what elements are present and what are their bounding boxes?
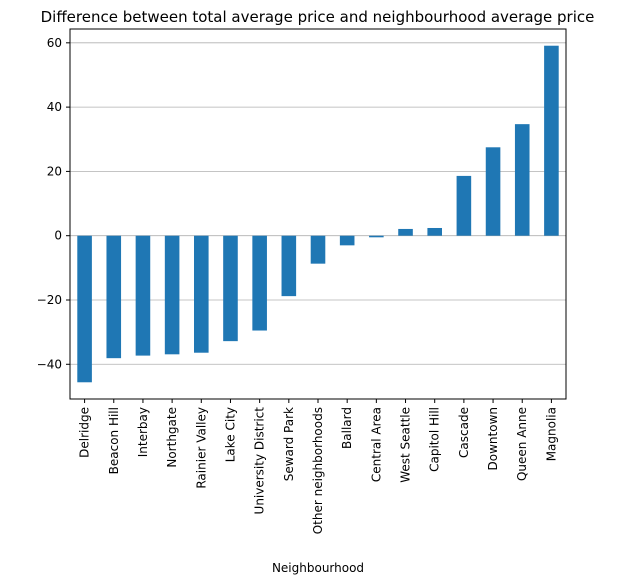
x-tick-label: Magnolia — [544, 407, 558, 461]
x-axis-label: Neighbourhood — [272, 561, 364, 575]
bar — [339, 235, 355, 246]
y-tick-label: 40 — [47, 100, 62, 114]
y-tick-label: 60 — [47, 36, 62, 50]
bar — [77, 235, 92, 383]
bar — [164, 235, 180, 355]
y-axis-ticks: −40 −20 0 20 40 60 — [37, 36, 70, 371]
bar — [544, 45, 559, 236]
bar — [485, 147, 501, 236]
x-tick-label: Cascade — [457, 407, 471, 458]
bar — [252, 235, 267, 331]
x-tick-label: Downtown — [486, 407, 500, 470]
bar — [223, 235, 238, 342]
bar — [398, 228, 413, 236]
x-tick-label: Central Area — [369, 407, 383, 482]
bar — [194, 235, 209, 353]
bar — [456, 175, 472, 236]
x-tick-label: Queen Anne — [515, 407, 529, 481]
x-tick-label: Ballard — [340, 407, 354, 449]
x-tick-label: Lake City — [223, 407, 237, 462]
x-tick-label: Northgate — [165, 407, 179, 468]
y-tick-label: −40 — [37, 357, 62, 371]
x-tick-label: Rainier Valley — [194, 407, 208, 489]
bars — [77, 45, 559, 383]
bar — [281, 235, 297, 297]
x-tick-label: Interbay — [136, 407, 150, 457]
x-tick-label: Seward Park — [282, 407, 296, 481]
bar — [369, 235, 384, 238]
chart-title: Difference between total average price a… — [41, 8, 595, 26]
x-tick-label: Beacon Hill — [107, 407, 121, 474]
x-tick-label: University District — [253, 407, 267, 515]
bar — [310, 235, 326, 264]
x-tick-label: Capitol Hill — [428, 407, 442, 472]
bar — [427, 227, 442, 236]
x-tick-label: Delridge — [78, 407, 92, 458]
y-tick-label: −20 — [37, 293, 62, 307]
bar — [514, 124, 530, 236]
bar — [106, 235, 122, 359]
x-tick-label: West Seattle — [399, 407, 413, 483]
x-axis-ticks: Delridge Beacon Hill Interbay Northgate Rain… — [78, 399, 558, 534]
y-tick-label: 20 — [47, 164, 62, 178]
bar — [135, 235, 151, 356]
y-tick-label: 0 — [54, 229, 62, 243]
x-tick-label: Other neighborhoods — [311, 407, 325, 534]
